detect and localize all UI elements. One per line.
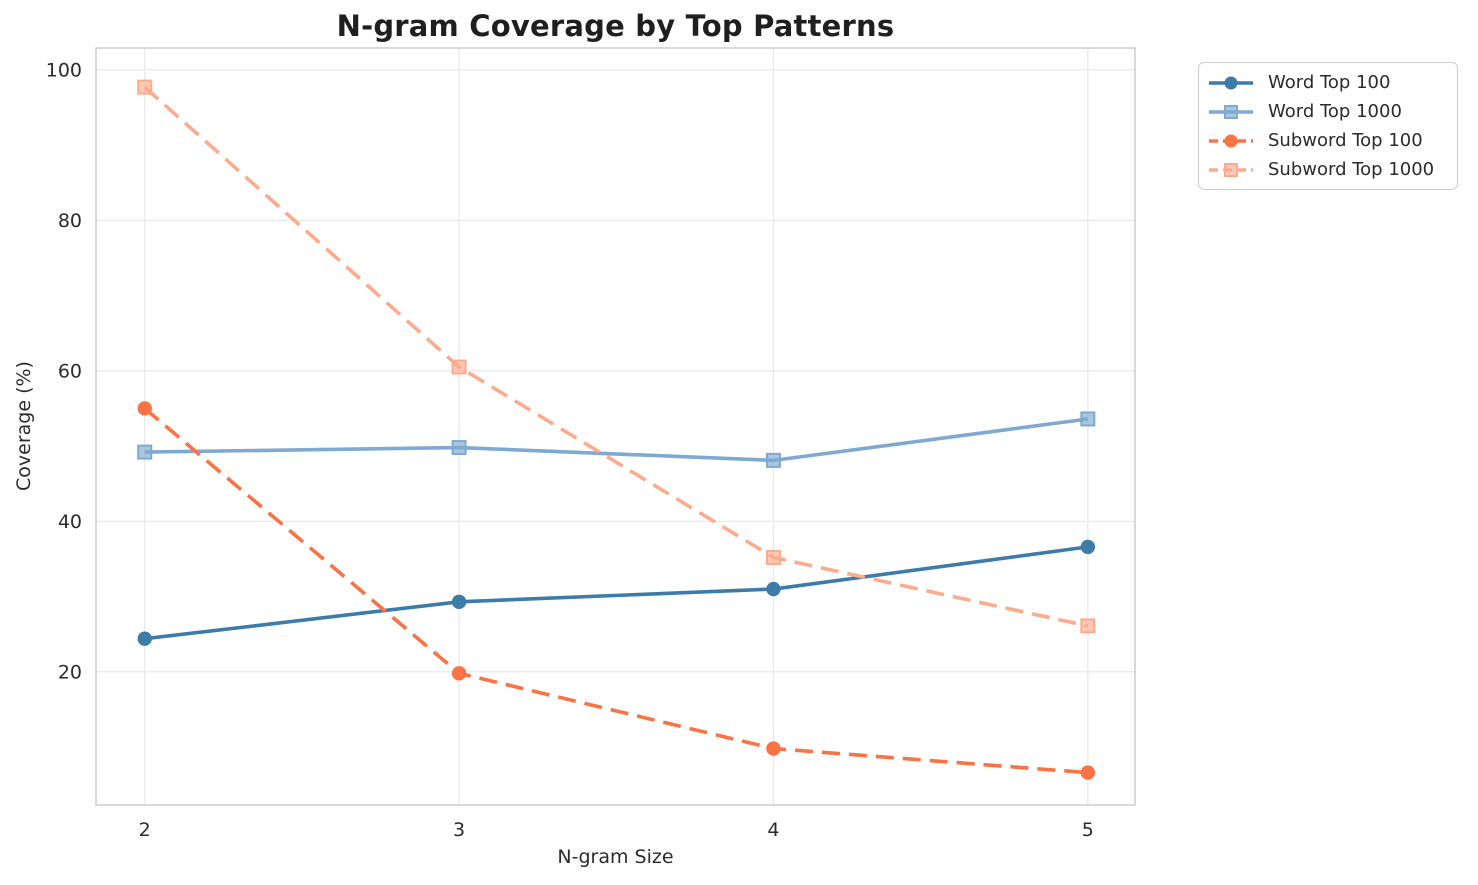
legend-item-subword-top-100: Subword Top 100 — [1206, 127, 1457, 155]
legend-marker-square — [1224, 104, 1238, 119]
y-axis-label: Coverage (%) — [13, 361, 35, 491]
chart-title: N-gram Coverage by Top Patterns — [336, 9, 895, 43]
y-tick-label: 80 — [58, 210, 82, 232]
y-tick-label: 60 — [58, 360, 82, 382]
data-point-marker — [451, 359, 467, 375]
legend-label: Word Top 1000 — [1268, 101, 1402, 122]
legend-label: Subword Top 1000 — [1268, 159, 1435, 180]
data-point-marker — [451, 666, 467, 681]
data-point-marker — [766, 581, 781, 597]
series-line-word-top-100 — [144, 545, 1089, 641]
data-point-marker — [137, 631, 152, 646]
y-tick-label: 40 — [58, 511, 82, 533]
legend-swatch-subword-top-1000 — [1209, 162, 1253, 177]
axes-frame — [95, 47, 1136, 806]
legend-label: Subword Top 100 — [1268, 130, 1423, 151]
data-point-marker — [1080, 411, 1096, 427]
x-tick-label: 2 — [139, 819, 151, 841]
legend-swatch-word-top-100 — [1209, 76, 1253, 89]
legend-swatch-word-top-1000 — [1209, 104, 1253, 119]
y-tick-label: 20 — [58, 661, 82, 683]
legend-marker-circle — [1224, 76, 1238, 89]
data-point-marker — [137, 401, 152, 416]
data-point-marker — [766, 741, 781, 756]
series-line-subword-top-100 — [143, 407, 1088, 775]
data-point-marker — [137, 444, 153, 460]
data-point-marker — [765, 549, 781, 565]
data-point-marker — [137, 79, 153, 95]
legend-item-word-top-100: Word Top 100 — [1206, 69, 1457, 97]
data-point-marker — [451, 440, 467, 456]
data-point-marker — [1080, 765, 1096, 780]
x-tick-label: 3 — [453, 819, 465, 841]
data-point-marker — [451, 594, 467, 610]
data-point-marker — [1080, 618, 1096, 634]
data-point-marker — [765, 452, 781, 468]
y-tick-label: 100 — [46, 59, 82, 81]
data-point-marker — [1080, 539, 1096, 555]
legend-marker-square — [1224, 162, 1238, 177]
x-tick-label: 4 — [767, 819, 779, 841]
legend-marker-circle — [1224, 134, 1238, 147]
legend-item-subword-top-1000: Subword Top 1000 — [1206, 156, 1457, 184]
x-tick-label: 5 — [1082, 819, 1094, 841]
series-line-subword-top-1000 — [143, 85, 1089, 628]
legend: Word Top 100 Word Top 1000 Subword Top 1… — [1198, 62, 1458, 190]
series-line-word-top-1000 — [144, 417, 1089, 463]
legend-swatch-subword-top-100 — [1209, 134, 1253, 147]
legend-item-word-top-1000: Word Top 1000 — [1206, 98, 1457, 126]
x-axis-label: N-gram Size — [557, 846, 674, 868]
legend-label: Word Top 100 — [1268, 72, 1391, 93]
